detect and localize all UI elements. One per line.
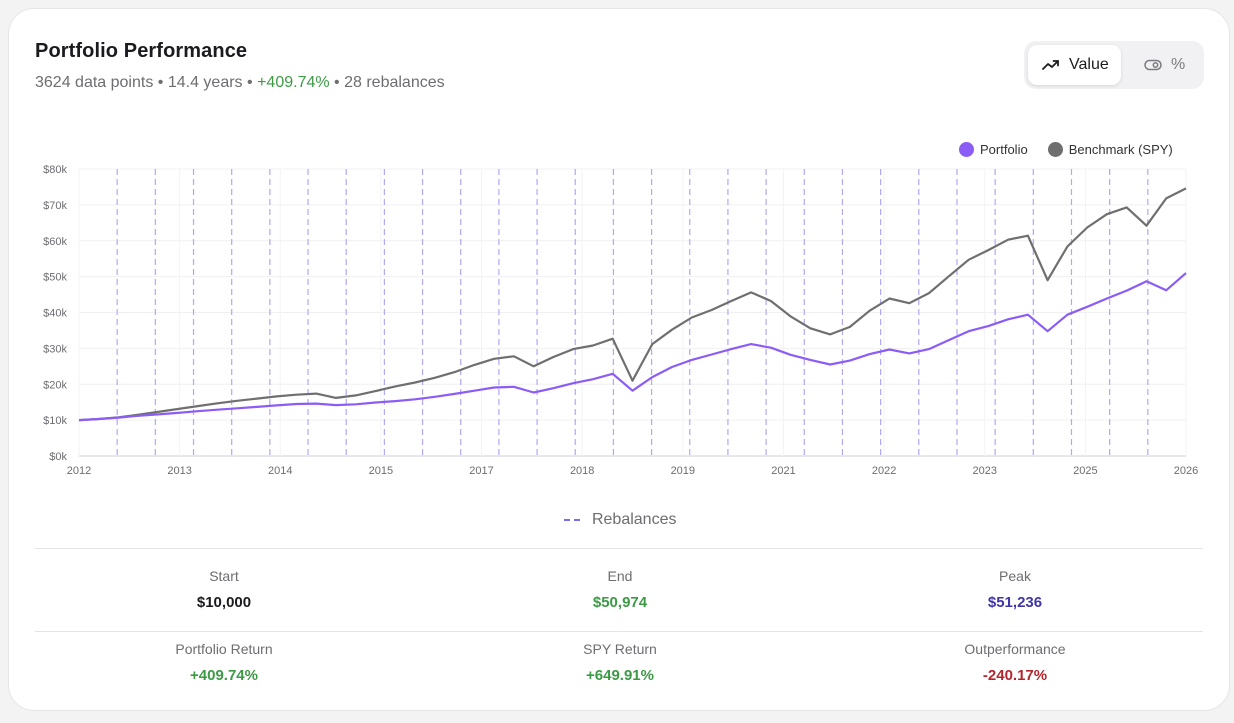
- performance-card: Portfolio Performance 3624 data points •…: [8, 8, 1230, 711]
- stat-value: +649.91%: [586, 667, 654, 684]
- total-return: +409.74%: [257, 74, 330, 91]
- data-points-count: 3624 data points: [35, 74, 154, 91]
- summary-line: 3624 data points • 14.4 years • +409.74%…: [35, 74, 445, 92]
- x-tick-label: 2014: [268, 465, 292, 477]
- trending-up-icon: [1042, 60, 1059, 70]
- y-tick-label: $50k: [43, 272, 67, 284]
- stat-value: +409.74%: [190, 667, 258, 684]
- dashed-line-icon: [563, 518, 584, 521]
- legend-label-benchmark: Benchmark (SPY): [1068, 142, 1173, 157]
- years-span: 14.4 years: [167, 74, 243, 91]
- value-mode-label: Value: [1069, 56, 1109, 73]
- stat-value: $10,000: [196, 594, 252, 611]
- x-tick-label: 2021: [771, 465, 795, 477]
- y-tick-label: $20k: [43, 379, 67, 391]
- separator: •: [157, 74, 164, 91]
- toggle-switch-icon: [1144, 59, 1162, 71]
- stat-end: End $50,974: [430, 568, 810, 611]
- separator: •: [247, 74, 253, 91]
- value-mode-button[interactable]: Value: [1028, 45, 1121, 85]
- stat-label: Portfolio Return: [175, 641, 273, 657]
- stat-label: Start: [209, 568, 239, 584]
- portfolio-line: [78, 272, 1187, 422]
- x-tick-label: 2013: [167, 465, 191, 477]
- page-title: Portfolio Performance: [35, 40, 248, 62]
- stat-label: Outperformance: [964, 641, 1066, 657]
- x-tick-label: 2019: [671, 465, 695, 477]
- stat-value: $50,974: [592, 594, 648, 611]
- stat-label: Peak: [999, 568, 1031, 584]
- stat-peak: Peak $51,236: [825, 568, 1205, 611]
- y-tick-label: $60k: [43, 236, 67, 248]
- stat-value: -240.17%: [982, 667, 1048, 684]
- rebalance-legend-label: Rebalances: [591, 511, 677, 528]
- view-mode-toggle: Value %: [1024, 41, 1204, 89]
- stat-outperformance: Outperformance -240.17%: [825, 641, 1205, 684]
- x-tick-label: 2026: [1174, 465, 1198, 477]
- x-tick-label: 2015: [369, 465, 393, 477]
- stat-label: SPY Return: [583, 641, 657, 657]
- y-tick-label: $10k: [43, 415, 67, 427]
- y-tick-label: $40k: [43, 308, 67, 320]
- divider: [35, 631, 1203, 632]
- x-tick-label: 2017: [469, 465, 493, 477]
- chart-legend: Portfolio Benchmark (SPY): [959, 142, 1193, 157]
- stat-spy-return: SPY Return +649.91%: [430, 641, 810, 684]
- x-tick-label: 2025: [1073, 465, 1097, 477]
- portfolio-color-swatch: [959, 142, 974, 157]
- stat-start: Start $10,000: [34, 568, 414, 611]
- y-tick-label: $30k: [43, 343, 67, 355]
- benchmark-color-swatch: [1047, 142, 1063, 157]
- x-tick-label: 2023: [972, 465, 996, 477]
- legend-label-portfolio: Portfolio: [980, 142, 1028, 157]
- percent-mode-label: %: [1171, 56, 1186, 73]
- legend-item-benchmark[interactable]: Benchmark (SPY): [1047, 142, 1173, 157]
- separator: •: [334, 74, 340, 91]
- y-tick-label: $0k: [49, 451, 67, 463]
- x-tick-label: 2018: [570, 465, 594, 477]
- divider: [35, 548, 1203, 549]
- legend-item-portfolio[interactable]: Portfolio: [959, 142, 1028, 157]
- stat-label: End: [607, 568, 633, 584]
- rebalance-count: 28 rebalances: [344, 74, 445, 91]
- y-tick-label: $70k: [43, 200, 67, 212]
- stat-portfolio-return: Portfolio Return +409.74%: [34, 641, 414, 684]
- rebalance-legend: Rebalances: [9, 511, 1231, 529]
- stat-value: $51,236: [987, 594, 1043, 611]
- x-tick-label: 2012: [67, 465, 91, 477]
- percent-mode-button[interactable]: %: [1132, 45, 1200, 85]
- y-tick-label: $80k: [43, 164, 67, 176]
- performance-chart: $0k $10k $20k $30k $40k $50k $60k $70k $80k 2012 2…: [43, 164, 1198, 477]
- benchmark-line: [78, 187, 1187, 422]
- x-tick-label: 2022: [872, 465, 896, 477]
